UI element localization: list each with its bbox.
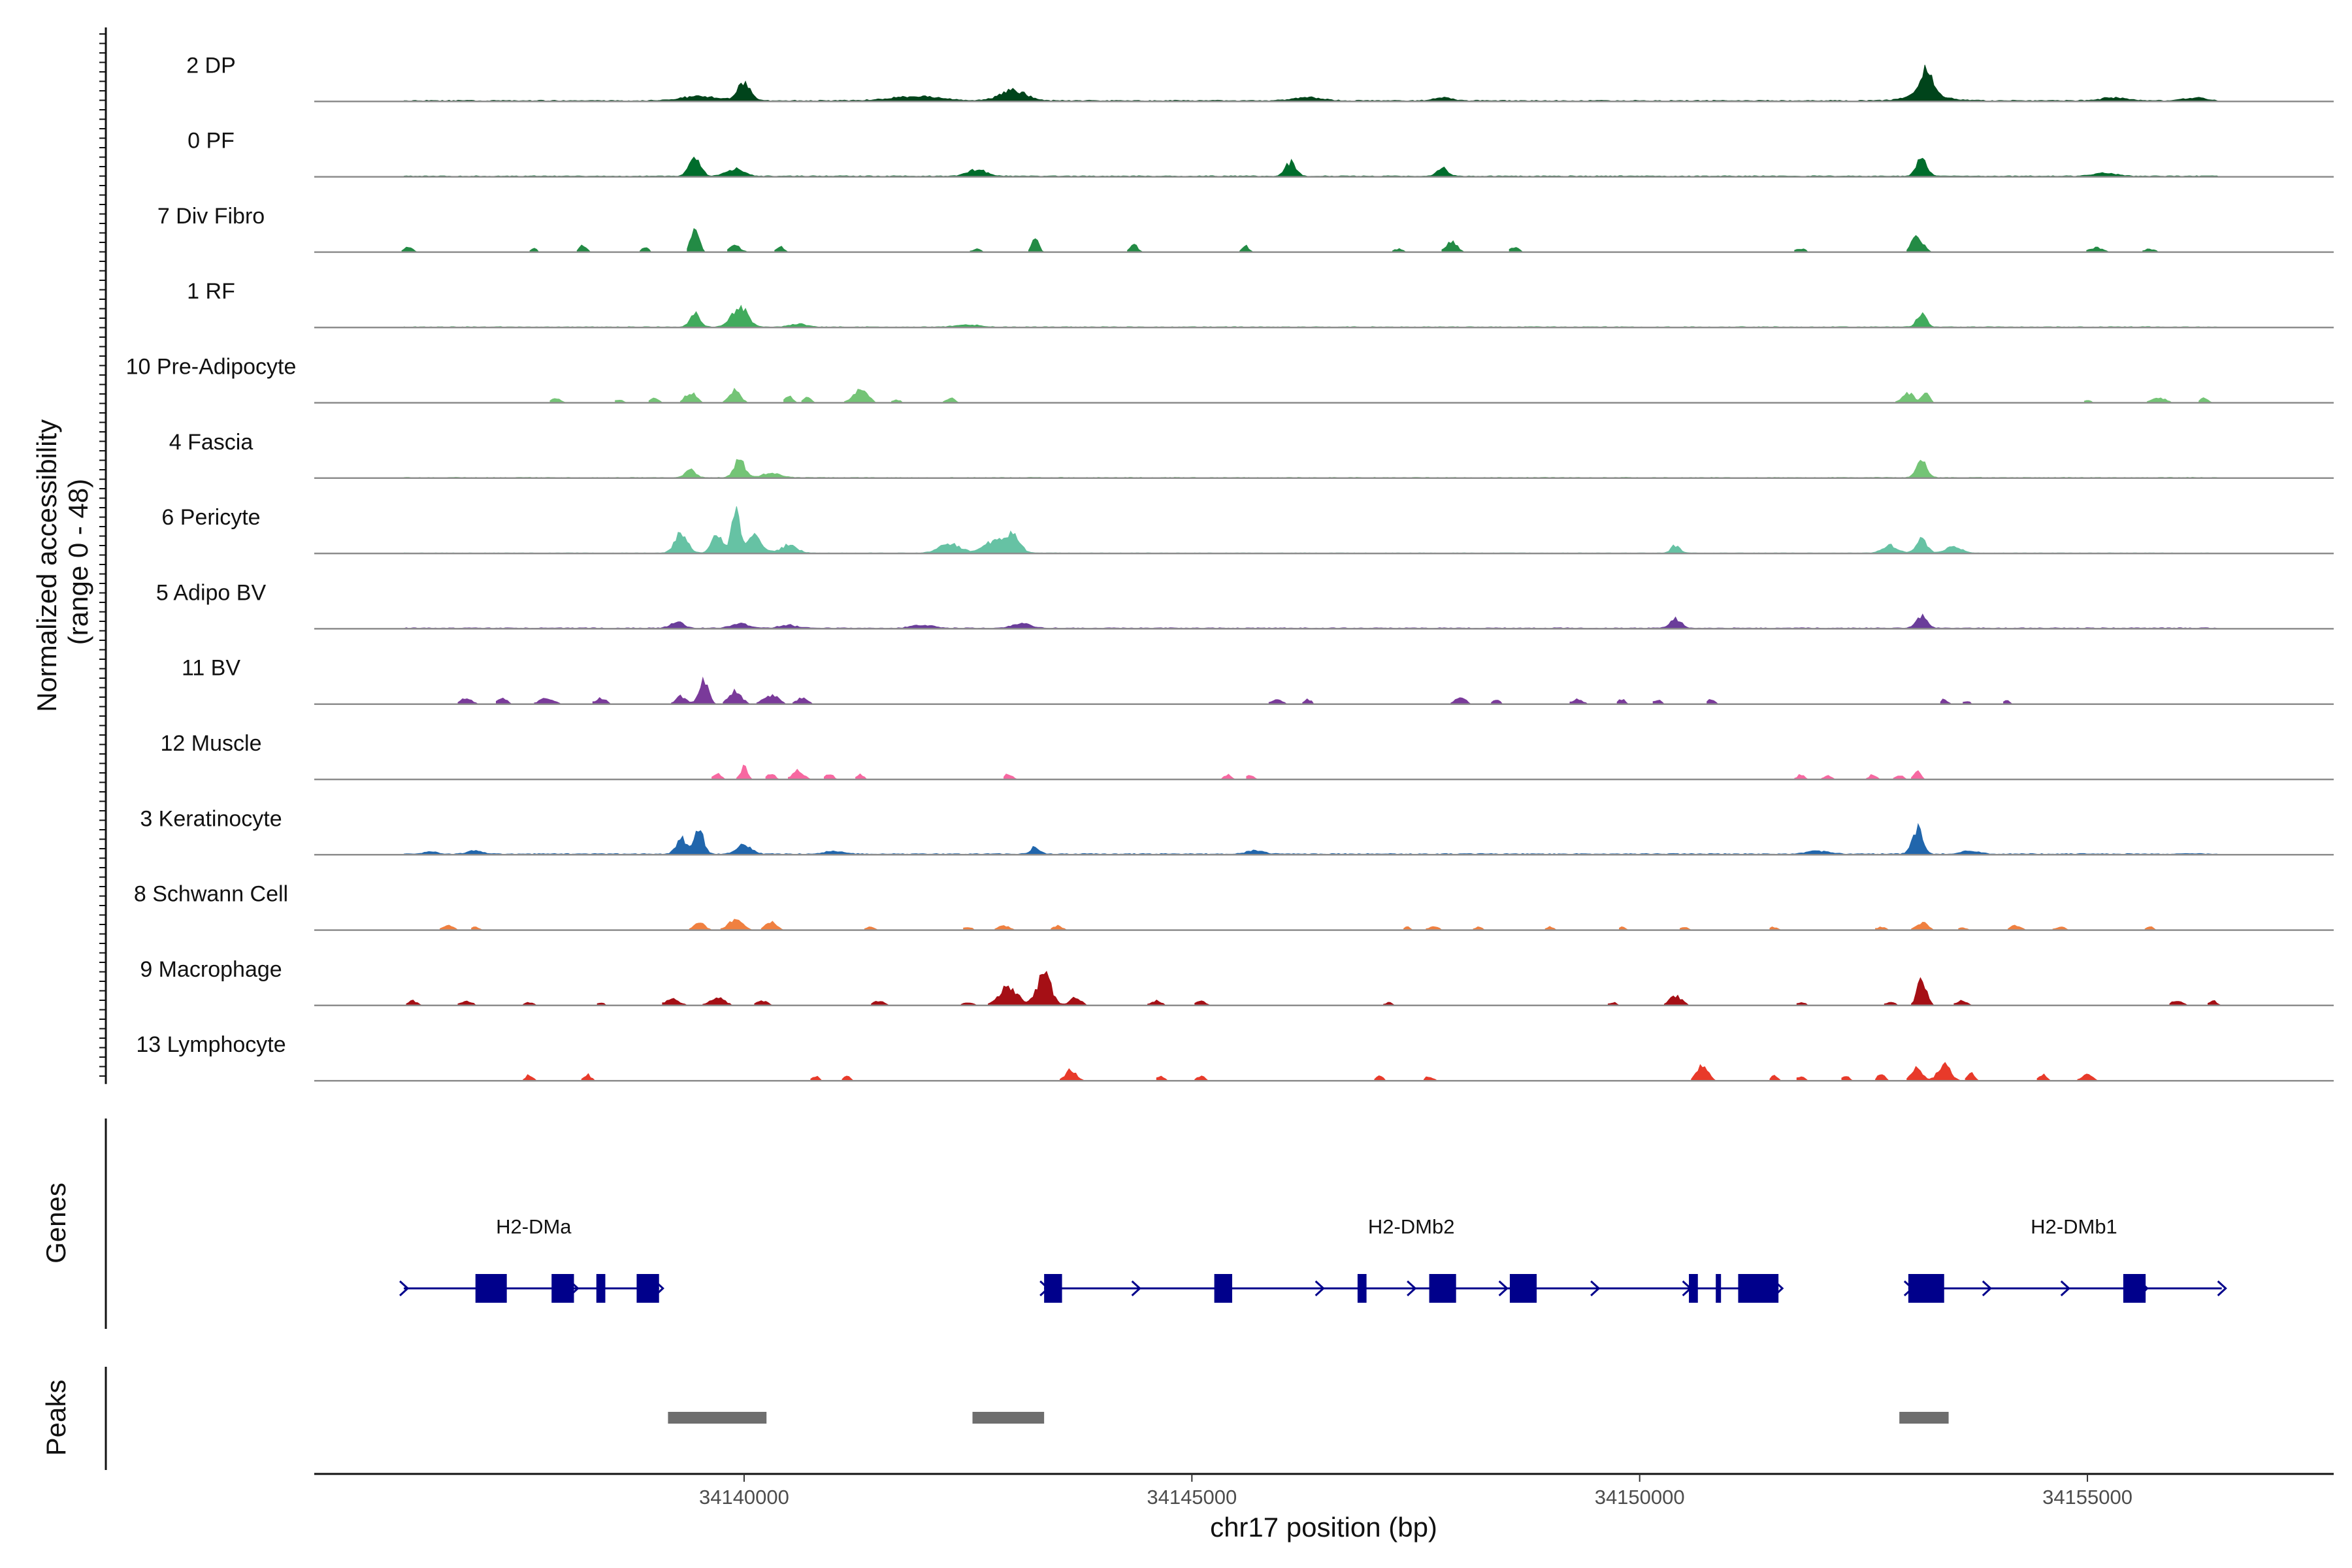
track-label: 6 Pericyte	[161, 505, 260, 530]
y-axis-title: Normalized accessibility (range 0 - 48)	[31, 412, 93, 712]
exon	[551, 1274, 574, 1303]
track: 12 Muscle	[161, 731, 2334, 781]
peak-region	[972, 1412, 1045, 1424]
track-label: 13 Lymphocyte	[136, 1032, 286, 1057]
x-axis: 34140000 34145000 34150000 34155000	[314, 1473, 2334, 1509]
exon	[1908, 1274, 1944, 1303]
track-signal	[406, 970, 2222, 1006]
genes-track-title: Genes	[41, 1183, 71, 1264]
track-label: 9 Macrophage	[140, 957, 282, 982]
strand-arrow	[1407, 1280, 1417, 1297]
peak-region	[668, 1412, 767, 1424]
track-signal	[457, 676, 2014, 705]
strand-arrow	[1131, 1280, 1141, 1297]
genes-track: H2-DMa H2-DMb2 H2-DMb1	[105, 1119, 2227, 1329]
exon	[1689, 1274, 1698, 1303]
track-label: 11 BV	[182, 656, 240, 681]
track: 10 Pre-Adipocyte	[126, 355, 2334, 404]
track: 6 Pericyte	[161, 505, 2334, 555]
gene: H2-DMb1	[1903, 1215, 2227, 1303]
accessibility-tracks: 2 DP 0 PF 7 Div Fibro 1 RF 10 Pre-Adipocyte 4…	[126, 53, 2334, 1082]
x-axis-title: chr17 position (bp)	[1210, 1512, 1437, 1543]
gene-label: H2-DMa	[496, 1215, 572, 1238]
track-signal	[523, 1062, 2099, 1081]
track-label: 5 Adipo BV	[156, 580, 267, 605]
track-label: 8 Schwann Cell	[134, 882, 288, 907]
x-tick-label: 34140000	[699, 1486, 789, 1509]
track: 2 DP	[186, 53, 2334, 103]
gene: H2-DMb2	[1039, 1215, 1784, 1303]
exon	[2123, 1274, 2146, 1303]
peaks-track	[105, 1367, 1949, 1470]
x-tick-label: 34150000	[1595, 1486, 1685, 1509]
track-signal	[440, 919, 2157, 931]
track: 3 Keratinocyte	[140, 806, 2334, 856]
gene-label: H2-DMb2	[1368, 1215, 1455, 1238]
track-label: 12 Muscle	[161, 731, 262, 756]
y-axis-title-line-1: Normalized accessibility	[31, 419, 62, 712]
exon	[1214, 1274, 1232, 1303]
track-signal	[404, 459, 2219, 479]
track: 5 Adipo BV	[156, 580, 2334, 630]
track-label: 0 PF	[188, 129, 235, 154]
strand-arrow	[1590, 1280, 1601, 1297]
track: 11 BV	[182, 656, 2334, 705]
strand-arrow	[1982, 1280, 1993, 1297]
track: 4 Fascia	[169, 430, 2334, 480]
exon	[1429, 1274, 1456, 1303]
track-signal	[404, 506, 2219, 554]
track-label: 2 DP	[186, 53, 236, 78]
exon	[636, 1274, 659, 1303]
exon	[1044, 1274, 1062, 1303]
track-label: 10 Pre-Adipocyte	[126, 355, 297, 380]
exon	[596, 1274, 606, 1303]
y-axis-title-line-2: (range 0 - 48)	[63, 479, 93, 645]
exon	[1716, 1274, 1722, 1303]
exon	[475, 1274, 507, 1303]
track-signal	[404, 65, 2230, 102]
gene-label: H2-DMb1	[2031, 1215, 2117, 1238]
track: 9 Macrophage	[140, 957, 2334, 1007]
track: 0 PF	[188, 129, 2334, 178]
track: 13 Lymphocyte	[136, 1032, 2334, 1082]
peaks-track-title: Peaks	[41, 1380, 71, 1456]
strand-arrow	[2060, 1280, 2070, 1297]
y-axis	[99, 27, 107, 1085]
track-label: 3 Keratinocyte	[140, 806, 282, 831]
track: 1 RF	[187, 279, 2334, 329]
strand-arrow	[399, 1280, 410, 1297]
strand-arrow	[2217, 1280, 2227, 1297]
track-label: 1 RF	[187, 279, 235, 304]
gene: H2-DMa	[399, 1215, 664, 1303]
track-signal	[404, 156, 2219, 178]
exon	[1357, 1274, 1367, 1303]
exon	[1509, 1274, 1537, 1303]
strand-arrow	[1498, 1280, 1509, 1297]
track: 8 Schwann Cell	[134, 882, 2334, 931]
track-signal	[404, 304, 2219, 328]
x-tick-label: 34155000	[2042, 1486, 2132, 1509]
track-signal	[549, 387, 2213, 403]
track-signal	[404, 823, 2219, 855]
strand-arrow	[1315, 1280, 1325, 1297]
track-label: 7 Div Fibro	[157, 204, 265, 229]
exon	[1738, 1274, 1779, 1303]
x-tick-label: 34145000	[1147, 1486, 1237, 1509]
track: 7 Div Fibro	[157, 204, 2334, 253]
track-signal	[401, 228, 2160, 253]
track-signal	[404, 613, 2219, 629]
track-label: 4 Fascia	[169, 430, 253, 455]
track-signal	[711, 764, 1926, 780]
peak-region	[1899, 1412, 1949, 1424]
